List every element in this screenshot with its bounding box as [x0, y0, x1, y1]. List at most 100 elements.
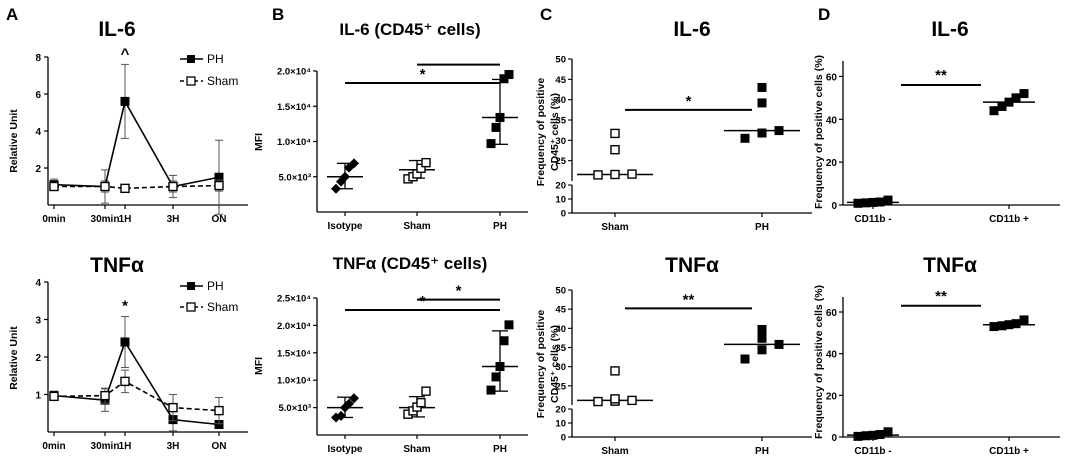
y-tick-label: 20: [555, 181, 566, 192]
chart-c1-plot: 0 10 20 25 30 35 40 45 50 Sham PH *: [555, 55, 812, 233]
chart-a2-ylabel: Relative Unit: [8, 326, 20, 390]
chart-c1-title: IL-6: [673, 18, 710, 41]
data-point-sham: [421, 157, 431, 168]
chart-a1-legend-ph: PH: [207, 52, 224, 66]
x-tick-label: Isotype: [327, 221, 362, 232]
chart-d1-ylabel: Frequency of positive cells (%): [813, 55, 825, 209]
chart-c1-ylabel-line1: Frequency of positive: [535, 78, 547, 187]
y-tick-label: 60: [826, 72, 838, 83]
data-point-ph: [757, 324, 767, 334]
y-tick-label: 1.0×10⁴: [277, 137, 311, 148]
chart-a2-title: TNFα: [90, 254, 144, 277]
series-line-ph: [53, 340, 220, 426]
legend-ph-marker: [187, 282, 195, 290]
data-point-sham: [214, 405, 224, 416]
x-tick-label: 1H: [119, 441, 132, 452]
y-tick-label: 5.0×10³: [279, 172, 312, 183]
data-point: [1004, 97, 1014, 107]
data-point-ph: [491, 122, 501, 132]
significance-marker: **: [935, 288, 947, 305]
significance-marker: *: [456, 283, 462, 300]
data-point: [1019, 315, 1029, 325]
y-tick-label: 35: [555, 343, 566, 354]
x-tick-label: ON: [212, 441, 227, 452]
legend-sham-marker: [186, 302, 196, 312]
data-point-ph: [774, 339, 784, 349]
y-tick-label: 40: [555, 324, 566, 335]
data-point: [853, 198, 863, 208]
y-tick-label: 2: [35, 164, 41, 175]
chart-a2-plot: 1 2 3 4 0min 30min 1H 3H ON *: [35, 278, 248, 452]
y-tick-label: 4: [35, 127, 41, 138]
data-point-ph: [757, 345, 767, 355]
y-tick-label: 40: [555, 95, 566, 106]
chart-b1-plot: 5.0×10³ 1.0×10⁴ 1.5×10⁴ 2.0×10⁴ Isotype Sham P…: [277, 63, 528, 232]
data-point-isotype: [340, 171, 350, 182]
y-tick-label: 50: [555, 55, 566, 66]
data-point-sham: [610, 394, 620, 404]
chart-d2-plot: 0 20 40 60 CD11b - CD11b + **: [826, 288, 1060, 457]
data-point-sham: [100, 181, 110, 192]
data-point-sham: [416, 397, 426, 408]
y-tick-label: 0: [561, 209, 566, 220]
data-point-ph: [120, 96, 130, 106]
chart-a2-legend-sham: Sham: [207, 300, 238, 314]
data-point-ph: [120, 337, 130, 347]
significance-marker: *: [420, 66, 426, 83]
data-point-sham: [120, 183, 130, 194]
y-tick-label: 10: [555, 195, 566, 206]
significance-marker: *: [420, 293, 426, 310]
series-line-sham: [54, 184, 220, 190]
panel-label-b: B: [272, 5, 284, 24]
data-point: [875, 197, 885, 207]
y-tick-label: 0: [831, 201, 837, 212]
data-point-sham: [421, 386, 431, 396]
y-tick-label: 25: [555, 156, 566, 167]
chart-a1-plot: 2 4 6 8 0min 30min 1H 3H ON ^: [35, 45, 248, 225]
panel-label-a: A: [6, 5, 18, 24]
data-point: [883, 195, 893, 205]
chart-a2-legend-ph: PH: [207, 279, 224, 293]
series-line-sham: [53, 380, 220, 412]
data-point-ph: [491, 372, 501, 382]
data-point-isotype: [349, 158, 359, 169]
data-point-ph: [757, 98, 767, 108]
chart-b2-title: TNFα (CD45⁺ cells): [333, 254, 488, 273]
data-point-sham: [627, 395, 637, 406]
chart-c2-title: TNFα: [665, 254, 719, 277]
data-point-ph: [486, 139, 496, 149]
data-point-ph: [740, 133, 750, 143]
x-tick-label: Sham: [601, 446, 628, 457]
data-point-sham: [120, 376, 130, 387]
significance-marker: **: [683, 291, 695, 308]
data-point: [883, 427, 893, 437]
chart-b2-ylabel: MFI: [253, 357, 265, 375]
y-tick-label: 0: [831, 433, 837, 444]
data-point-ph: [214, 172, 224, 182]
y-tick-label: 1.5×10⁴: [277, 102, 311, 113]
data-point-ph: [757, 82, 767, 92]
y-tick-label: 2.0×10⁴: [277, 67, 311, 78]
x-tick-label: Sham: [601, 222, 628, 233]
chart-a1-legend-sham: Sham: [207, 74, 238, 88]
data-point-sham: [49, 181, 59, 192]
y-tick-label: 20: [826, 391, 838, 402]
significance-marker: *: [686, 93, 692, 110]
x-tick-label: PH: [493, 444, 507, 455]
y-tick-label: 35: [555, 116, 566, 127]
chart-b2: TNFα (CD45⁺ cells) MFI 5.0×10³ 1.0×10⁴ 1.5…: [253, 254, 528, 455]
x-tick-label: 0min: [42, 214, 65, 225]
data-point-ph: [214, 420, 224, 429]
chart-a2-legend: PH Sham: [180, 279, 238, 314]
chart-b1: IL-6 (CD45⁺ cells) MFI 5.0×10³ 1.0×10⁴ 1.5…: [253, 20, 528, 232]
data-point-sham: [610, 144, 620, 155]
data-point: [853, 431, 863, 441]
y-tick-label: 30: [555, 362, 566, 373]
x-tick-label: PH: [755, 446, 769, 457]
x-tick-label: Sham: [403, 444, 430, 455]
x-tick-label: CD11b +: [989, 446, 1029, 457]
chart-a1-title: IL-6: [98, 18, 135, 41]
x-tick-label: 30min: [91, 214, 120, 225]
data-point-isotype: [336, 410, 346, 421]
data-point-sham: [610, 128, 620, 139]
